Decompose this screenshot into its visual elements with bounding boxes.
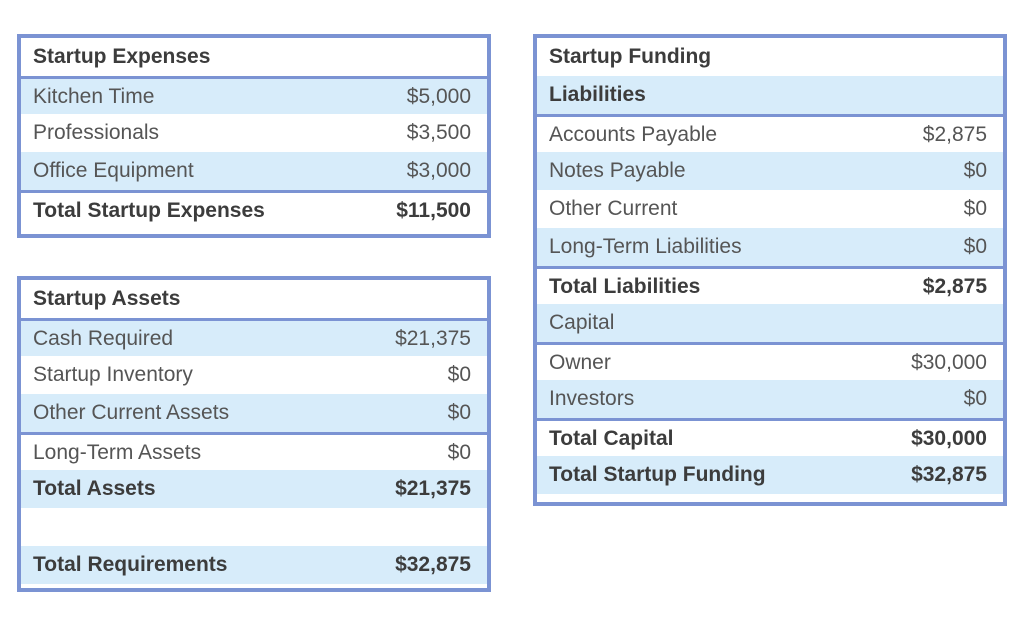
row-value: $21,375: [395, 477, 471, 500]
table-row: Other Current $0: [537, 190, 1003, 228]
row-value: $21,375: [395, 326, 471, 350]
row-label: Total Startup Funding: [549, 463, 766, 486]
table-row: Cash Required $21,375: [21, 318, 487, 356]
row-label: Office Equipment: [33, 159, 194, 182]
total-liabilities-row: Total Liabilities $2,875: [537, 266, 1003, 304]
row-label: Kitchen Time: [33, 84, 155, 108]
table-row: Other Current Assets $0: [21, 394, 487, 432]
row-value: $0: [963, 387, 987, 410]
row-value: $0: [963, 159, 987, 182]
row-label: Total Startup Expenses: [33, 198, 265, 222]
startup-assets-title-row: Startup Assets: [21, 280, 487, 318]
liabilities-heading-row: Liabilities: [537, 76, 1003, 114]
row-label: Long-Term Liabilities: [549, 235, 742, 258]
total-startup-expenses-row: Total Startup Expenses $11,500: [21, 190, 487, 228]
startup-expenses-table: Startup Expenses Kitchen Time $5,000 Pro…: [17, 34, 491, 238]
startup-assets-table: Startup Assets Cash Required $21,375 Sta…: [17, 276, 491, 592]
row-label: Total Requirements: [33, 553, 228, 576]
capital-heading-row: Capital: [537, 304, 1003, 342]
row-value: $3,500: [406, 121, 471, 144]
row-value: $0: [447, 363, 471, 386]
row-label: Investors: [549, 387, 635, 410]
table-row: Office Equipment $3,000: [21, 152, 487, 190]
row-value: $0: [447, 401, 471, 424]
liabilities-heading: Liabilities: [549, 83, 646, 106]
row-value: $2,875: [922, 274, 987, 298]
row-value: $2,875: [922, 122, 987, 146]
table-row: Professionals $3,500: [21, 114, 487, 152]
startup-expenses-title: Startup Expenses: [33, 45, 211, 68]
startup-assets-title: Startup Assets: [33, 287, 181, 310]
table-row: Notes Payable $0: [537, 152, 1003, 190]
row-value: $32,875: [911, 463, 987, 486]
row-label: Startup Inventory: [33, 363, 193, 386]
table-row: Long-Term Liabilities $0: [537, 228, 1003, 266]
row-value: $0: [963, 235, 987, 258]
row-value: $0: [963, 197, 987, 220]
table-row: Long-Term Assets $0: [21, 432, 487, 470]
row-value: $0: [447, 440, 471, 464]
row-value: $11,500: [396, 198, 471, 222]
total-startup-funding-row: Total Startup Funding $32,875: [537, 456, 1003, 494]
row-label: Total Capital: [549, 426, 674, 450]
table-row: Startup Inventory $0: [21, 356, 487, 394]
row-label: Owner: [549, 350, 611, 374]
row-value: $30,000: [911, 350, 987, 374]
row-value: $3,000: [406, 159, 471, 182]
row-value: $32,875: [395, 553, 471, 576]
table-row: Accounts Payable $2,875: [537, 114, 1003, 152]
spacer-row: [21, 508, 487, 546]
startup-funding-title: Startup Funding: [549, 45, 712, 68]
row-label: Notes Payable: [549, 159, 686, 182]
row-label: Accounts Payable: [549, 122, 718, 146]
row-value: $30,000: [911, 426, 987, 450]
total-assets-row: Total Assets $21,375: [21, 470, 487, 508]
startup-expenses-title-row: Startup Expenses: [21, 38, 487, 76]
row-label: Total Assets: [33, 477, 156, 500]
startup-funding-table: Startup Funding Liabilities Accounts Pay…: [533, 34, 1007, 506]
row-label: Total Liabilities: [549, 274, 701, 298]
row-value: $5,000: [406, 84, 471, 108]
table-row: Owner $30,000: [537, 342, 1003, 380]
row-label: Cash Required: [33, 326, 174, 350]
row-label: Long-Term Assets: [33, 440, 202, 464]
total-requirements-row: Total Requirements $32,875: [21, 546, 487, 584]
total-capital-row: Total Capital $30,000: [537, 418, 1003, 456]
row-label: Professionals: [33, 121, 160, 144]
capital-heading: Capital: [549, 311, 615, 334]
row-label: Other Current Assets: [33, 401, 230, 424]
table-row: Kitchen Time $5,000: [21, 76, 487, 114]
row-label: Other Current: [549, 197, 678, 220]
table-row: Investors $0: [537, 380, 1003, 418]
startup-funding-title-row: Startup Funding: [537, 38, 1003, 76]
